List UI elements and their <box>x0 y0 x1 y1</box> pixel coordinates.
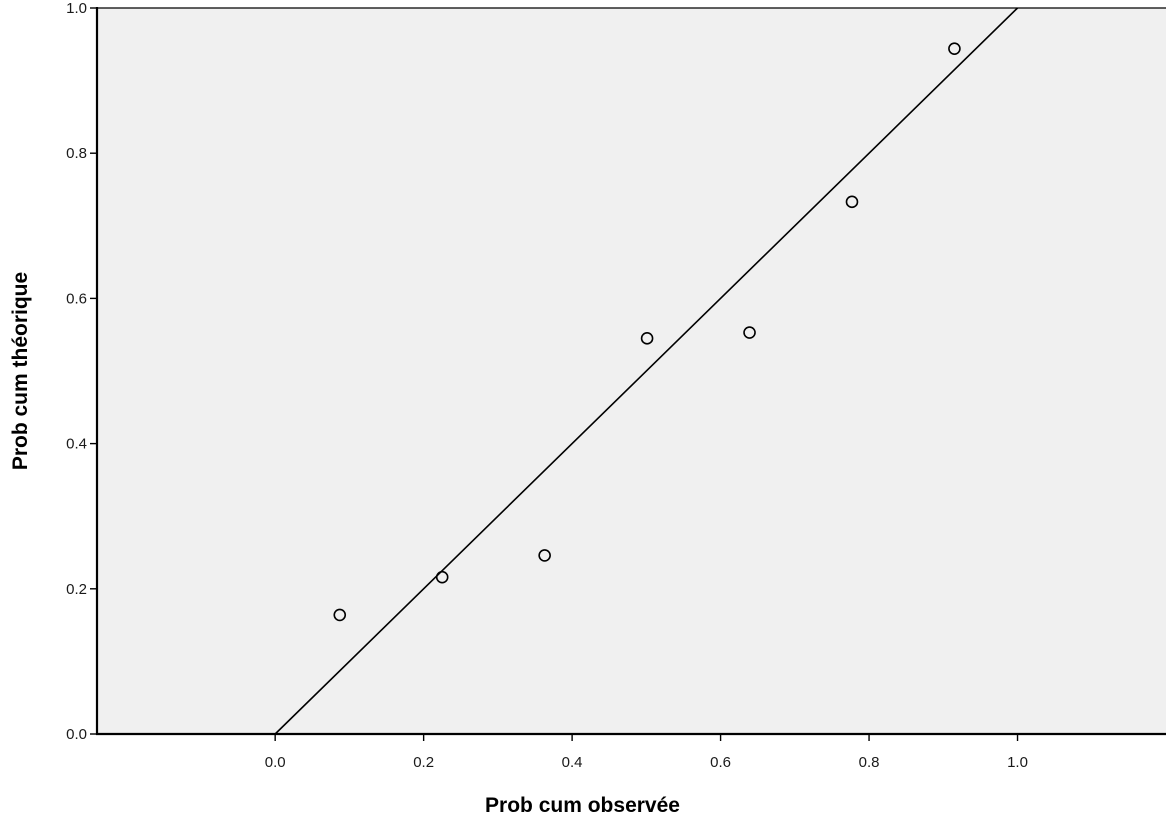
x-tick-label: 0.4 <box>562 754 583 771</box>
data-point <box>948 42 961 55</box>
data-point <box>743 326 756 339</box>
data-point <box>640 332 654 345</box>
data-points-layer <box>333 42 961 622</box>
data-point <box>538 549 551 562</box>
y-tick-label: 0.8 <box>66 145 87 162</box>
y-tick-label: 0.4 <box>66 436 87 453</box>
data-point <box>333 608 347 622</box>
ticks-layer: 0.0 0.2 0.4 0.6 0.8 1.0 0.0 0.2 0.4 0.6 0.8 1.0 <box>66 0 1028 771</box>
x-tick-label: 0.6 <box>710 754 731 771</box>
y-tick-label: 1.0 <box>66 0 87 17</box>
data-point <box>845 195 859 209</box>
reference-line <box>274 7 1019 735</box>
y-tick-label: 0.6 <box>66 290 87 307</box>
data-point <box>435 570 449 584</box>
y-tick-label: 0.0 <box>66 726 87 743</box>
y-tick-label: 0.2 <box>66 581 87 598</box>
plot-area <box>97 8 1166 734</box>
axes-layer <box>95 7 1166 736</box>
x-tick-label: 1.0 <box>1007 754 1028 771</box>
x-tick-label: 0.0 <box>265 754 286 771</box>
y-axis-title: Prob cum théorique <box>9 272 32 470</box>
x-axis-title: Prob cum observée <box>485 794 680 817</box>
x-tick-label: 0.2 <box>413 754 434 771</box>
reference-line-layer <box>274 7 1019 735</box>
x-tick-label: 0.8 <box>859 754 880 771</box>
